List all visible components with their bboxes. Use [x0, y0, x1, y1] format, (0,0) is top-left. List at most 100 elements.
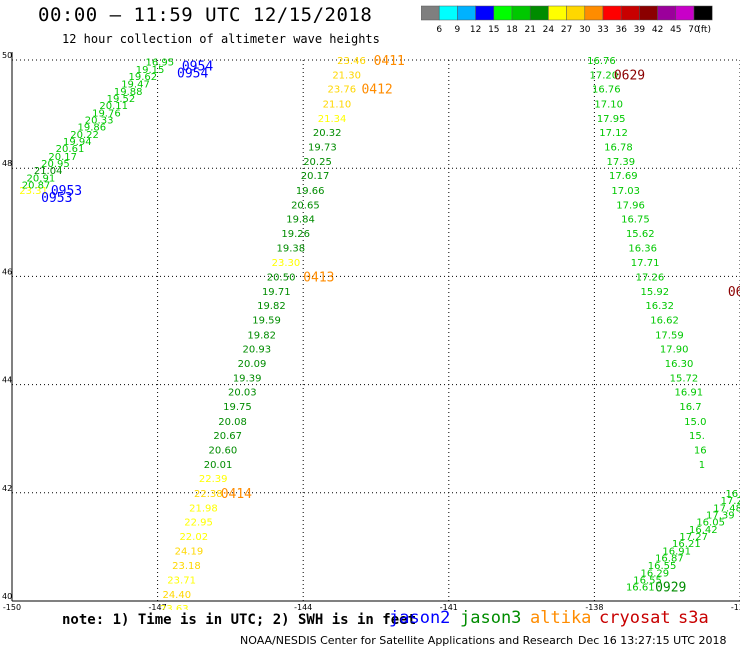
swh-value-label: 21.34	[318, 114, 347, 125]
swh-value-label: 16.42	[689, 525, 718, 536]
colorbar-tick-label: 42	[652, 25, 663, 35]
swh-value-label: 20.17	[48, 152, 77, 163]
time-label: 061	[728, 285, 740, 300]
swh-value-label: 19.82	[247, 330, 276, 341]
swh-value-label: 19.75	[223, 402, 252, 413]
y-tick-label: 44	[2, 376, 12, 385]
swh-value-label: 16.7	[679, 402, 701, 413]
x-tick-label: -138	[585, 603, 603, 610]
swh-value-label: 20.08	[218, 417, 247, 428]
colorbar-tick-label: 12	[470, 25, 481, 35]
time-label: 0412	[361, 83, 392, 98]
swh-value-label: 19.26	[281, 229, 310, 240]
swh-value-label: 19.73	[308, 143, 337, 154]
track-cryosat-jason3: 16.76 17.20 16.76 17.10 17.95 17.12 16.78 17.39…	[587, 56, 740, 471]
chart-title: 00:00 — 11:59 UTC 12/15/2018	[38, 4, 373, 26]
swh-value-label: 20.25	[303, 157, 332, 168]
y-tick-label: 40	[2, 592, 12, 601]
wave-height-map: -150 -147 -144 -141 -138 -135 40 42 44 46 48 50 23.4…	[2, 51, 740, 610]
swh-value-label: 17.90	[660, 344, 689, 355]
colorbar-tick-label: 18	[506, 25, 518, 35]
swh-value-label: 16.	[725, 489, 740, 500]
colorbar-tick-label: 33	[597, 25, 608, 35]
time-label: 0413	[303, 270, 334, 285]
swh-value-label: 19.39	[233, 374, 262, 385]
swh-value-label: 16.55	[633, 575, 662, 586]
swh-value-label: 16.91	[674, 388, 703, 399]
swh-value-label: 17.27	[679, 532, 708, 543]
swh-value-label: 17.39	[706, 510, 735, 521]
track-jason3-dense: 23.3120.8720.9121.0420.9520.1720.6119.94…	[19, 58, 174, 197]
timestamp-text: Dec 16 13:27:15 UTC 2018	[578, 634, 727, 647]
swh-value-label: 20.03	[228, 388, 257, 399]
colorbar-tick-label: 6	[436, 25, 442, 35]
track-jason3: 16.17.217.4817.3916.0516.4217.2716.2116.…	[626, 489, 740, 596]
swh-value-label: 20.60	[209, 446, 238, 457]
swh-value-label: 17.03	[611, 186, 640, 197]
swh-value-label: 23.18	[172, 561, 201, 572]
swh-value-label: 24.40	[162, 590, 191, 601]
y-tick-label: 42	[2, 484, 12, 493]
x-tick-label: -147	[149, 603, 167, 610]
colorbar-tick-label: 27	[561, 25, 572, 35]
swh-value-label: 16.32	[645, 301, 674, 312]
time-label: 0953	[41, 191, 72, 206]
swh-value-label: 22.95	[184, 517, 213, 528]
swh-value-label: 20.32	[313, 128, 342, 139]
swh-value-label: 20.87	[22, 180, 51, 191]
x-tick-label: -135	[731, 603, 740, 610]
swh-value-label: 24.19	[175, 547, 204, 558]
swh-value-label: 19.86	[78, 123, 107, 134]
swh-value-label: 20.65	[291, 200, 320, 211]
swh-value-label: 20.93	[243, 344, 272, 355]
y-tick-label: 48	[2, 159, 12, 168]
grid-lines	[11, 59, 740, 602]
swh-value-label: 19.82	[257, 301, 286, 312]
swh-value-label: 16.55	[648, 561, 677, 572]
time-label: 0954	[182, 59, 213, 74]
swh-value-label: 17.96	[616, 200, 645, 211]
time-label: 0411	[374, 54, 405, 69]
swh-value-label: 17.95	[597, 114, 626, 125]
time-label: 0414	[221, 487, 252, 502]
colorbar-swatch	[693, 5, 713, 21]
swh-value-label: 19.38	[277, 244, 306, 255]
colorbar-tick-label: 45	[670, 25, 681, 35]
swh-value-label: 16.87	[655, 554, 684, 565]
swh-value-label: 16.29	[641, 568, 670, 579]
time-label: 0953	[51, 184, 82, 199]
swh-value-label: 15.72	[670, 374, 699, 385]
colorbar-tick-label: 36	[615, 25, 627, 35]
swh-value-label: 15.0	[684, 417, 706, 428]
color-legend: 6 9 12 15 18 21 24 27 30 33 36 39 42 45 70(ft)	[421, 5, 713, 35]
swh-value-label: 17.20	[590, 71, 619, 82]
swh-value-label: 21.10	[323, 99, 352, 110]
swh-value-label: 16.30	[665, 359, 694, 370]
swh-value-label: 17.26	[636, 272, 665, 283]
time-label: 0629	[614, 69, 645, 84]
swh-value-label: 19.66	[296, 186, 325, 197]
swh-value-label: 23.63	[160, 604, 189, 610]
units-note: note: 1) Time is in UTC; 2) SWH is in fe…	[62, 612, 417, 628]
swh-value-label: 15.92	[641, 287, 670, 298]
swh-value-label: 19.76	[92, 108, 121, 119]
swh-value-label: 17.69	[609, 171, 638, 182]
swh-value-label: 20.67	[213, 431, 242, 442]
x-tick-label: -150	[3, 603, 21, 610]
swh-value-label: 22.02	[179, 532, 208, 543]
x-tick-label: -144	[294, 603, 312, 610]
chart-subtitle: 12 hour collection of altimeter wave hei…	[62, 32, 380, 46]
swh-value-label: 17.2	[721, 496, 740, 507]
legend-jason2: jason2	[389, 608, 451, 628]
swh-value-label: 20.95	[41, 159, 70, 170]
swh-value-label: 16.78	[604, 143, 633, 154]
swh-value-label: 23.76	[327, 85, 356, 96]
colorbar-tick-label: 30	[579, 25, 591, 35]
swh-value-label: 17.10	[594, 99, 623, 110]
swh-value-label: 23.31	[19, 186, 48, 197]
swh-value-label: 20.22	[70, 130, 99, 141]
swh-value-label: 19.88	[114, 87, 143, 98]
swh-value-label: 17.59	[655, 330, 684, 341]
swh-value-label: 20.50	[267, 272, 296, 283]
